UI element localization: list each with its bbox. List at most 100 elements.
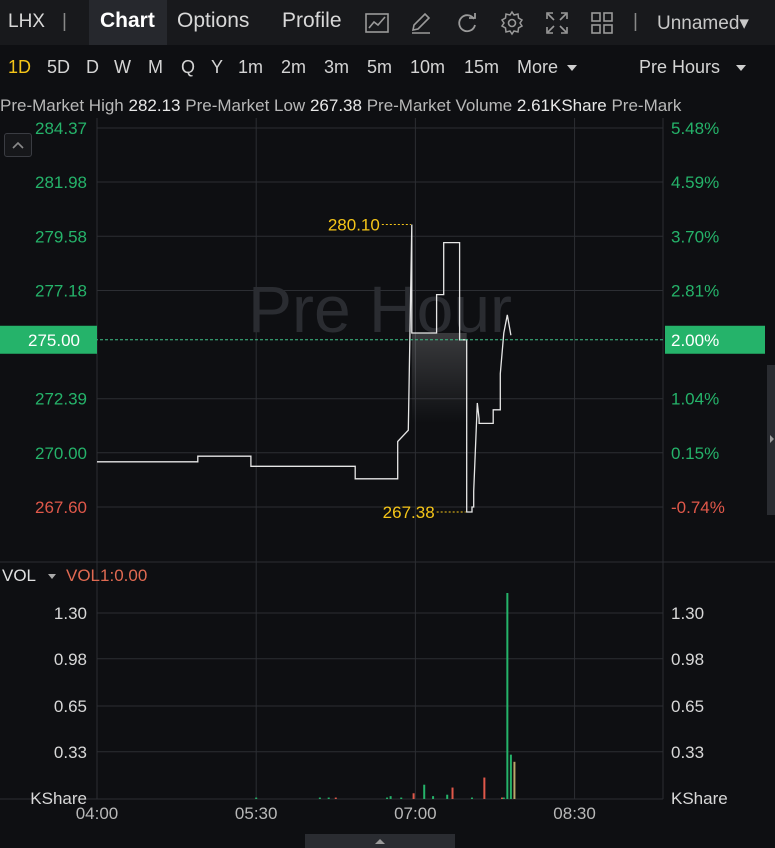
- volume-bar[interactable]: [451, 787, 454, 799]
- chevron-right-icon[interactable]: [770, 435, 774, 443]
- volume-bar[interactable]: [423, 784, 426, 799]
- volume-unit-label: KShare: [30, 789, 87, 808]
- period-w[interactable]: W: [114, 57, 131, 77]
- period-more[interactable]: More: [517, 57, 559, 77]
- volume-bar[interactable]: [255, 797, 258, 799]
- time-tick-label: 04:00: [76, 804, 119, 823]
- high-annotation-label: 280.10: [328, 216, 380, 235]
- top-toolbar: LHX | Chart Options Profile | Unnamed▾: [0, 0, 775, 45]
- indicator-chart-icon[interactable]: [364, 10, 390, 36]
- volume-bar[interactable]: [334, 797, 337, 799]
- volume-title[interactable]: VOL: [2, 566, 37, 585]
- period-1d[interactable]: 1D: [8, 57, 32, 77]
- price-tick-label: 281.98: [35, 173, 87, 192]
- period-5d[interactable]: 5D: [47, 57, 71, 77]
- period-q[interactable]: Q: [181, 57, 196, 77]
- volume-indicator: VOL1:0.00: [66, 566, 148, 585]
- chevron-up-icon: [12, 141, 24, 149]
- volume-bar[interactable]: [318, 797, 321, 799]
- period-d[interactable]: D: [86, 57, 99, 77]
- price-tick-label: 277.18: [35, 281, 87, 300]
- price-tick-label: 284.37: [35, 119, 87, 138]
- settings-gear-icon[interactable]: [499, 10, 525, 36]
- low-annotation-label: 267.38: [383, 503, 435, 522]
- volume-bar[interactable]: [513, 761, 516, 799]
- volume-tick-label-right: 0.33: [671, 743, 704, 762]
- tab-chart[interactable]: Chart: [89, 0, 167, 45]
- volume-unit-label-right: KShare: [671, 789, 728, 808]
- price-area-highlight: [411, 332, 467, 423]
- price-line[interactable]: [97, 224, 512, 513]
- period-y[interactable]: Y: [211, 57, 224, 77]
- price-tick-label: 270.00: [35, 444, 87, 463]
- period-m[interactable]: M: [148, 57, 163, 77]
- percent-tick-label: -0.74%: [671, 498, 725, 517]
- percent-tick-label: 5.48%: [671, 119, 719, 138]
- volume-tick-label: 1.30: [54, 604, 87, 623]
- volume-label: Pre-Market Volume: [366, 96, 513, 115]
- period-3m[interactable]: 3m: [324, 57, 350, 77]
- current-price-label: 275.00: [28, 331, 80, 350]
- current-price-badge: [0, 325, 97, 354]
- chevron-down-icon[interactable]: [567, 65, 577, 71]
- overflow-label: Pre-Mark: [611, 96, 682, 115]
- chevron-down-icon[interactable]: [736, 65, 746, 71]
- toolbar-separator: |: [633, 11, 638, 32]
- session-select[interactable]: Pre Hours: [639, 57, 721, 77]
- volume-bar[interactable]: [509, 754, 512, 799]
- time-tick-label: 08:30: [553, 804, 596, 823]
- price-tick-label: 272.39: [35, 390, 87, 409]
- layout-select[interactable]: Unnamed▾: [657, 13, 749, 34]
- period-10m[interactable]: 10m: [410, 57, 446, 77]
- volume-bar[interactable]: [400, 797, 403, 799]
- volume-bar[interactable]: [446, 794, 449, 799]
- volume-bar[interactable]: [389, 796, 392, 799]
- tab-options[interactable]: Options: [177, 9, 250, 32]
- volume-value: 2.61KShare: [516, 96, 607, 115]
- volume-bar[interactable]: [327, 797, 330, 799]
- period-15m[interactable]: 15m: [464, 57, 500, 77]
- volume-tick-label-right: 0.98: [671, 650, 704, 669]
- volume-tick-label: 0.33: [54, 743, 87, 762]
- volume-bar[interactable]: [432, 796, 435, 799]
- volume-tick-label-right: 0.65: [671, 697, 704, 716]
- collapse-button[interactable]: [4, 133, 32, 157]
- volume-bar[interactable]: [470, 797, 473, 799]
- volume-bar[interactable]: [506, 593, 509, 799]
- layout-grid-icon[interactable]: [589, 10, 615, 36]
- current-pct-badge: [665, 325, 765, 354]
- time-tick-label: 07:00: [394, 804, 437, 823]
- chevron-up-icon[interactable]: [375, 839, 385, 844]
- symbol-label[interactable]: LHX: [8, 11, 45, 32]
- draw-pen-icon[interactable]: [408, 10, 434, 36]
- pre-market-info: Pre-Market High 282.13 Pre-Market Low 26…: [0, 96, 775, 118]
- percent-tick-label: 4.59%: [671, 173, 719, 192]
- chevron-down-icon[interactable]: [48, 574, 56, 579]
- volume-bar[interactable]: [386, 797, 389, 799]
- high-label: Pre-Market High: [0, 96, 124, 115]
- tab-profile[interactable]: Profile: [282, 9, 342, 32]
- pre-hour-watermark: Pre Hour: [248, 272, 512, 346]
- period-1m[interactable]: 1m: [238, 57, 264, 77]
- low-value: 267.38: [309, 96, 362, 115]
- volume-tick-label-right: 1.30: [671, 604, 704, 623]
- toolbar-separator: |: [62, 11, 67, 32]
- volume-bar[interactable]: [502, 797, 505, 799]
- refresh-icon[interactable]: [454, 10, 480, 36]
- period-2m[interactable]: 2m: [281, 57, 307, 77]
- period-5m[interactable]: 5m: [367, 57, 393, 77]
- volume-bar[interactable]: [501, 797, 504, 799]
- volume-bar[interactable]: [483, 777, 486, 799]
- period-bar: 1D 5D D W M Q Y 1m 2m 3m 5m 10m 15m More…: [0, 45, 775, 91]
- percent-tick-label: 3.70%: [671, 227, 719, 246]
- volume-tick-label: 0.65: [54, 697, 87, 716]
- price-tick-label: 267.60: [35, 498, 87, 517]
- fullscreen-icon[interactable]: [544, 10, 570, 36]
- high-value: 282.13: [128, 96, 181, 115]
- volume-bar[interactable]: [412, 793, 415, 799]
- percent-tick-label: 0.15%: [671, 444, 719, 463]
- percent-tick-label: 2.81%: [671, 281, 719, 300]
- price-tick-label: 279.58: [35, 227, 87, 246]
- time-tick-label: 05:30: [235, 804, 278, 823]
